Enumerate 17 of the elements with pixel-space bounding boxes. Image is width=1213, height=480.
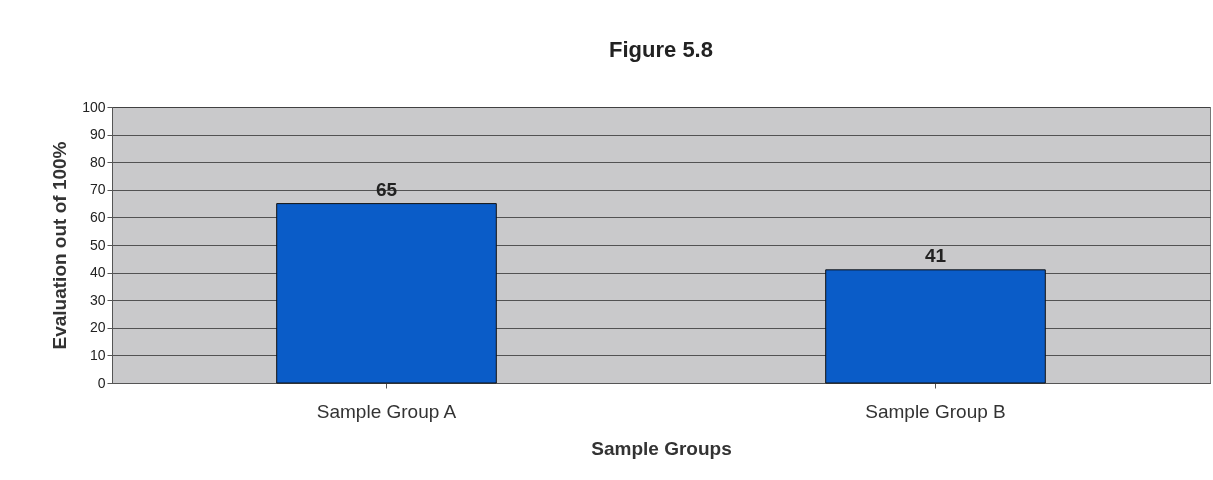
y-tick-label: 0 bbox=[97, 374, 106, 391]
chart-title: Figure 5.8 bbox=[609, 37, 713, 62]
y-axis-title: Evaluation out of 100% bbox=[49, 141, 71, 350]
y-tick-label: 50 bbox=[89, 236, 106, 253]
data-label: 41 bbox=[924, 244, 947, 266]
x-tick-label: Sample Group B bbox=[865, 400, 1006, 422]
y-tick-label: 20 bbox=[89, 319, 106, 336]
y-tick-label: 70 bbox=[89, 181, 106, 198]
y-tick-label: 30 bbox=[89, 291, 106, 308]
y-tick-label: 80 bbox=[89, 153, 106, 170]
y-tick-label: 10 bbox=[89, 346, 106, 363]
y-tick-label: 100 bbox=[82, 98, 106, 115]
y-tick-label: 60 bbox=[89, 208, 106, 225]
x-tick-label: Sample Group A bbox=[316, 400, 457, 422]
x-axis-title: Sample Groups bbox=[591, 437, 732, 459]
y-tick-label: 40 bbox=[89, 264, 106, 281]
y-tick-label: 90 bbox=[89, 126, 106, 143]
